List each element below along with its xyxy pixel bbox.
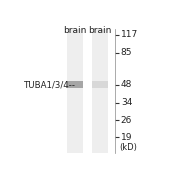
Text: 48: 48: [121, 80, 132, 89]
Bar: [67, 81, 83, 88]
Bar: [92, 81, 108, 88]
Text: (kD): (kD): [120, 143, 137, 152]
Bar: [67, 29, 83, 153]
Text: 26: 26: [121, 116, 132, 125]
Text: brain: brain: [88, 26, 112, 35]
Bar: [92, 29, 108, 153]
Text: 85: 85: [121, 48, 132, 57]
Text: 19: 19: [121, 133, 132, 142]
Text: 117: 117: [121, 30, 138, 39]
Text: 34: 34: [121, 98, 132, 107]
Text: brain: brain: [63, 26, 87, 35]
Text: TUBA1/3/4--: TUBA1/3/4--: [24, 80, 76, 89]
